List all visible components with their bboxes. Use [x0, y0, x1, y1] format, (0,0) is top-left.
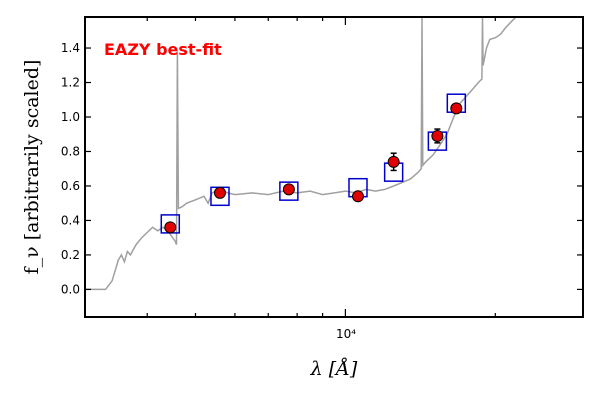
y-tick-label-6: 1.2	[61, 76, 80, 90]
x-tick-label: 10⁴	[336, 327, 356, 341]
observed-point-4	[387, 155, 400, 168]
axis-ticks: 0.0 0.2 0.4 0.6 0.8 1.0 1.2 1.4	[61, 17, 584, 317]
spectrum-line	[85, 16, 517, 291]
y-tick-label-0: 0.0	[61, 282, 80, 296]
x-axis-label: λ [Å]	[310, 358, 358, 380]
observed-point-3	[351, 190, 364, 203]
observed-point-2	[282, 183, 295, 196]
model-point-2	[279, 181, 299, 201]
y-tick-label-3: 0.6	[61, 179, 80, 193]
observed-photometry	[164, 102, 463, 234]
y-tick-label-2: 0.4	[61, 213, 80, 227]
annotation-eazy: EAZY best-fit	[104, 40, 222, 59]
observed-point-1	[213, 186, 226, 199]
observed-point-6	[450, 102, 463, 115]
y-tick-label-7: 1.4	[61, 41, 80, 55]
observed-point-5	[431, 129, 444, 142]
y-tick-label-4: 0.8	[61, 144, 80, 158]
y-tick-label-5: 1.0	[61, 110, 80, 124]
template-spectrum	[85, 16, 517, 291]
plot-frame	[84, 16, 584, 318]
plot-area	[85, 17, 583, 317]
y-axis-label: f_ν [arbitrarily scaled]	[21, 60, 43, 275]
y-tick-label-1: 0.2	[61, 248, 80, 262]
observed-point-0	[164, 221, 177, 234]
